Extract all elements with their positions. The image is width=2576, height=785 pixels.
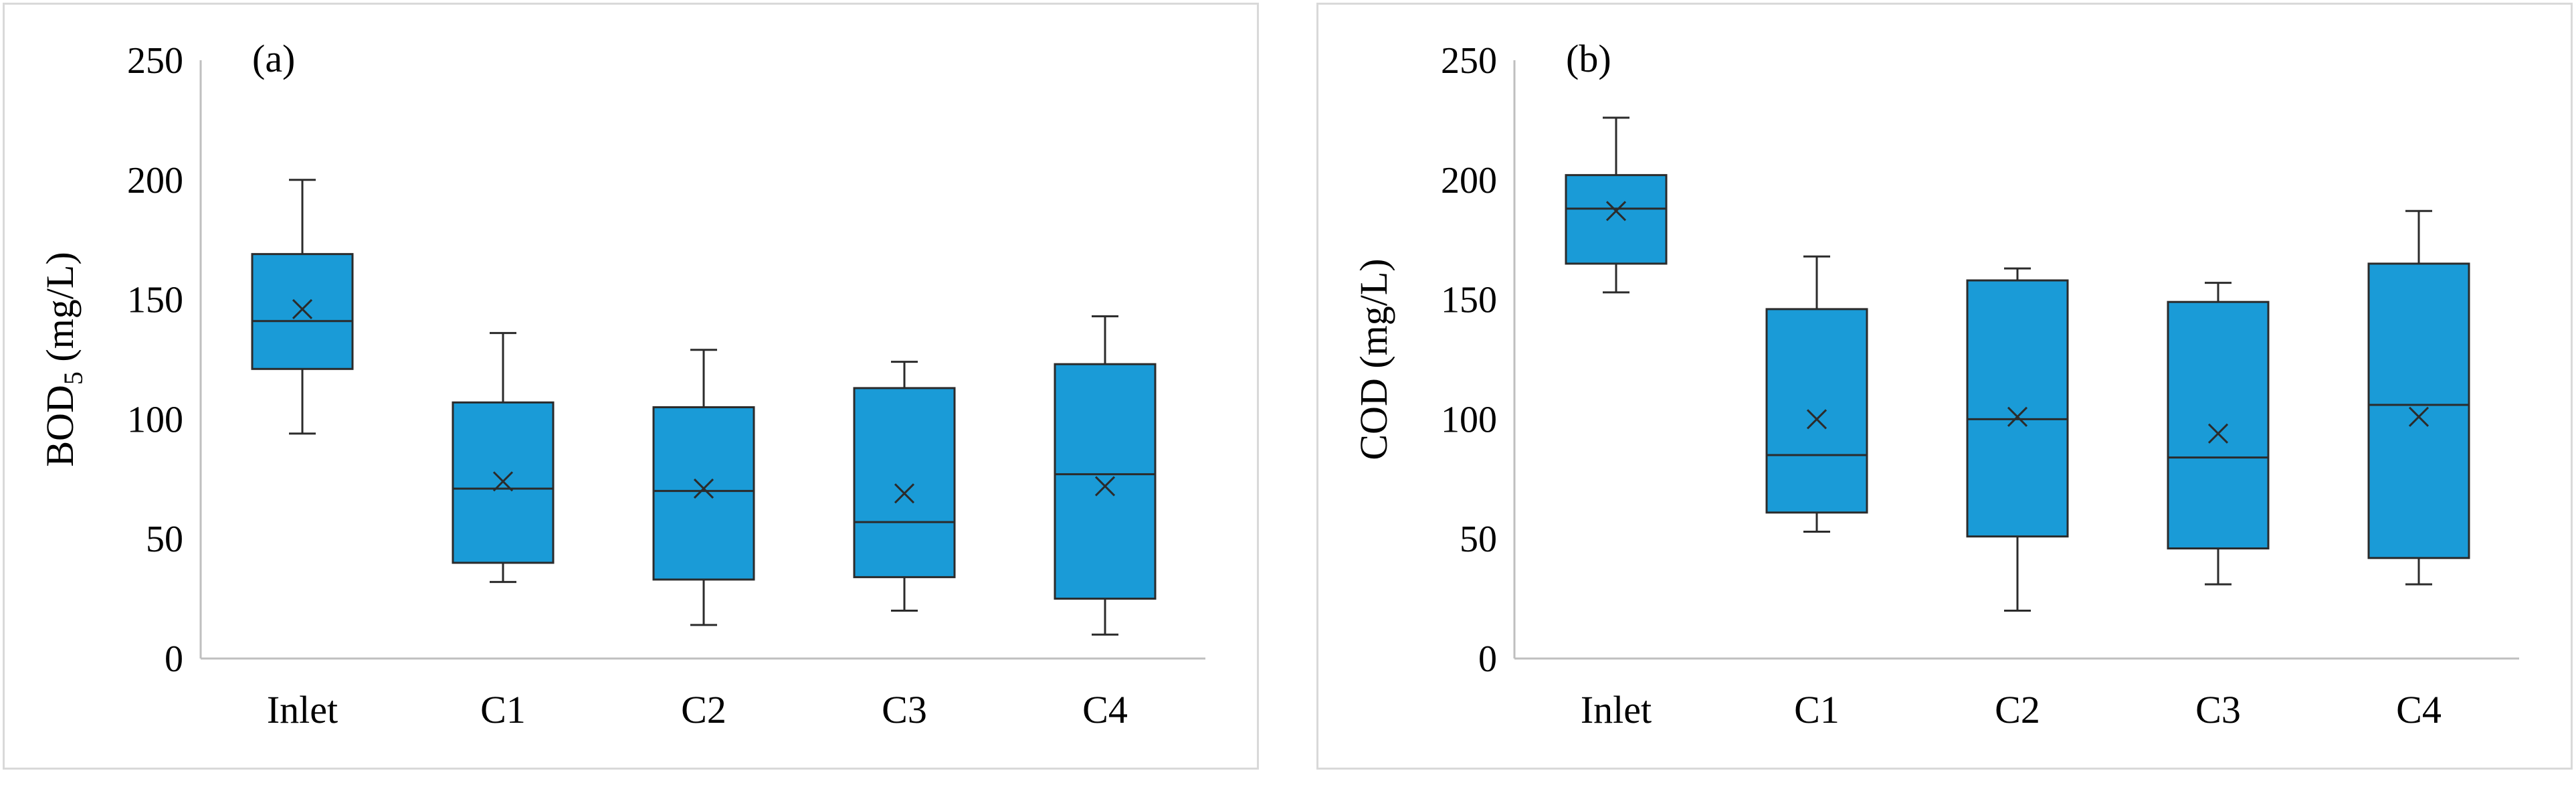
x-category-label: C1 xyxy=(1794,688,1840,731)
y-tick-label: 150 xyxy=(127,280,183,321)
y-tick-label: 100 xyxy=(1441,399,1497,440)
mean-marker xyxy=(2207,423,2229,444)
y-tick-label: 50 xyxy=(1460,519,1497,560)
mean-marker xyxy=(1806,409,1827,430)
mean-marker xyxy=(2007,406,2028,427)
box-c3 xyxy=(2167,300,2270,550)
x-category-label: Inlet xyxy=(1581,688,1652,731)
x-category-label: C4 xyxy=(2396,688,2442,731)
y-tick-label: 200 xyxy=(127,160,183,201)
x-category-label: C3 xyxy=(882,688,927,731)
mean-marker xyxy=(894,483,915,504)
box-c2 xyxy=(1966,279,2069,538)
box-c2 xyxy=(652,406,755,581)
y-axis-title: BOD5 (mg/L) xyxy=(38,252,88,466)
chart-panel-b: 0 50 100 150 200 250 Inlet C1 C2 C3 C4 (b) COD (mg/L… xyxy=(1316,3,2573,770)
box-inlet xyxy=(251,253,354,370)
x-category-label: C1 xyxy=(480,688,526,731)
panel-label: (a) xyxy=(252,37,295,80)
x-category-label: C3 xyxy=(2195,688,2241,731)
bod5-box-chart: 0 50 100 150 200 250 Inlet C1 C2 C3 C4 (a) BOD5 (mg/… xyxy=(38,37,1205,731)
cod-box-chart: 0 50 100 150 200 250 Inlet C1 C2 C3 C4 (b) COD (mg/L… xyxy=(1352,37,2519,731)
y-tick-label: 150 xyxy=(1441,280,1497,321)
chart-panel-a: 0 50 100 150 200 250 Inlet C1 C2 C3 C4 (a) BOD5 (mg/… xyxy=(3,3,1259,770)
mean-marker xyxy=(2408,406,2430,427)
y-axis-title-unit: (mg/L) xyxy=(38,252,82,371)
box-c4 xyxy=(2367,262,2470,559)
box-c4 xyxy=(1054,363,1157,600)
x-category-label: C2 xyxy=(1995,688,2040,731)
y-axis-title-subscript: 5 xyxy=(58,371,88,385)
panel-label: (b) xyxy=(1566,37,1611,80)
x-category-label: C2 xyxy=(681,688,726,731)
y-tick-label: 100 xyxy=(127,399,183,440)
box-c3 xyxy=(853,387,956,578)
mean-marker xyxy=(292,298,313,319)
y-tick-label: 250 xyxy=(1441,40,1497,82)
box-c1 xyxy=(1765,308,1868,514)
y-axis-title-main: BOD xyxy=(38,385,82,466)
mean-marker xyxy=(1094,476,1116,497)
y-tick-label: 50 xyxy=(146,519,183,560)
mean-marker xyxy=(492,471,514,492)
x-category-label: Inlet xyxy=(267,688,338,731)
mean-marker xyxy=(1605,201,1627,222)
box-inlet xyxy=(1565,174,1668,265)
y-tick-label: 0 xyxy=(1478,638,1497,680)
mean-marker xyxy=(693,478,714,499)
y-tick-label: 250 xyxy=(127,40,183,82)
y-tick-label: 200 xyxy=(1441,160,1497,201)
y-tick-label: 0 xyxy=(165,638,183,680)
y-axis-title: COD (mg/L) xyxy=(1352,258,1395,460)
y-axis-title-main: COD (mg/L) xyxy=(1352,258,1395,460)
x-category-label: C4 xyxy=(1082,688,1128,731)
